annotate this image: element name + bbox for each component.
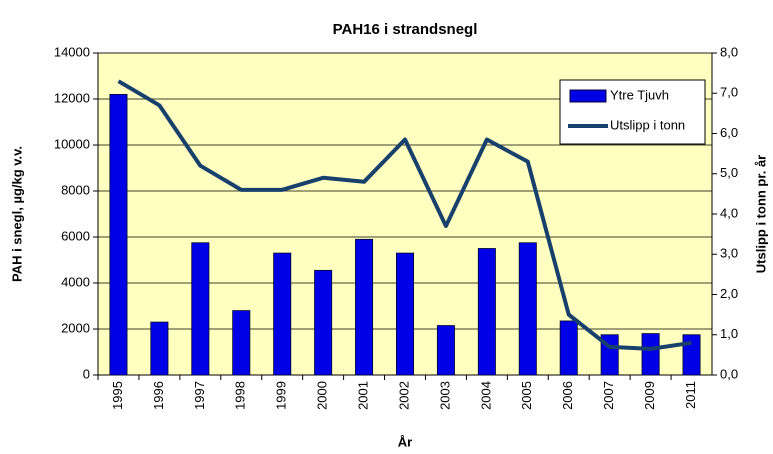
x-tick-label: 1999 <box>274 381 289 410</box>
x-tick-label: 2006 <box>560 381 575 410</box>
y-tick-label: 14000 <box>54 44 90 59</box>
bar <box>559 320 578 376</box>
bar <box>109 94 128 376</box>
y-tick-label: 8000 <box>61 182 90 197</box>
bar <box>232 310 251 376</box>
line <box>117 79 692 351</box>
x-tick-label: 2009 <box>642 381 657 410</box>
y2-tick-label: 0,0 <box>720 366 738 381</box>
y2-axis-title: Utslipp i tonn pr. år <box>753 155 768 273</box>
legend-label: Ytre Tjuvh <box>610 87 669 102</box>
bar <box>682 334 701 376</box>
y-tick-label: 6000 <box>61 228 90 243</box>
x-tick-label: 1995 <box>110 381 125 410</box>
x-tick-label: 2004 <box>478 381 493 410</box>
bar <box>436 325 455 376</box>
y2-tick-label: 6,0 <box>720 125 738 140</box>
bar <box>314 269 333 376</box>
y-tick-label: 10000 <box>54 136 90 151</box>
x-tick-label: 2011 <box>683 381 698 409</box>
y2-tick-label: 1,0 <box>720 326 738 341</box>
bar <box>477 248 496 376</box>
bar <box>641 333 660 376</box>
y2-tick-label: 8,0 <box>720 44 738 59</box>
bar <box>273 252 292 376</box>
y2-tick-label: 7,0 <box>720 85 738 100</box>
y2-tick-label: 2,0 <box>720 286 738 301</box>
bar <box>191 242 210 376</box>
bar <box>396 252 414 376</box>
chart-title: PAH16 i strandsnegl <box>333 21 478 38</box>
y2-tick-label: 4,0 <box>720 205 738 220</box>
x-axis-title: År <box>398 434 412 449</box>
y-tick-label: 2000 <box>61 320 90 335</box>
bar <box>518 242 537 376</box>
legend-swatch <box>569 89 607 103</box>
x-tick-label: 1998 <box>233 381 248 410</box>
bar <box>150 321 169 376</box>
bar <box>355 238 374 376</box>
x-tick-label: 2001 <box>356 381 371 410</box>
x-tick-label: 2005 <box>519 381 534 410</box>
legend-label: Utslipp i tonn <box>610 117 685 132</box>
x-tick-label: 2000 <box>315 381 330 410</box>
y-tick-label: 0 <box>83 366 90 381</box>
x-tick-label: 2007 <box>601 381 616 410</box>
x-tick-label: 1996 <box>151 381 166 410</box>
y2-tick-label: 5,0 <box>720 165 738 180</box>
x-tick-label: 2003 <box>437 381 452 410</box>
x-tick-label: 2002 <box>396 381 411 410</box>
y-tick-label: 4000 <box>61 274 90 289</box>
x-tick-label: 1997 <box>192 381 207 410</box>
y-axis-title: PAH i snegl, µg/kg v.v. <box>9 146 24 282</box>
y2-tick-label: 3,0 <box>720 246 738 261</box>
y-tick-label: 12000 <box>54 90 90 105</box>
